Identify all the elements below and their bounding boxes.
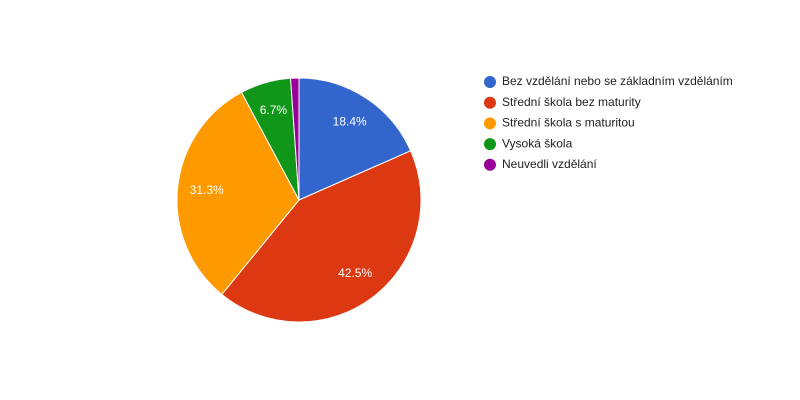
pie-slice: [221, 150, 422, 323]
legend-label: Neuvedli vzdělání: [502, 157, 597, 171]
slice-label: 6.7%: [260, 103, 288, 117]
pie-slice: [290, 77, 300, 201]
legend-marker: [484, 96, 496, 109]
slice-label: 42.5%: [338, 266, 372, 280]
legend-marker: [484, 117, 496, 130]
legend-marker: [484, 138, 496, 151]
legend-label: Střední škola s maturitou: [502, 116, 635, 130]
legend-label: Střední škola bez maturity: [502, 95, 641, 109]
slice-label: 18.4%: [333, 115, 367, 129]
legend-marker: [484, 76, 496, 88]
pie-slice: [298, 77, 412, 201]
legend-label: Vysoká škola: [502, 136, 573, 150]
legend-marker: [484, 158, 496, 171]
slice-label: 31.3%: [190, 183, 224, 197]
legend-label: Bez vzdělání nebo se základním vzděláním: [502, 74, 733, 88]
